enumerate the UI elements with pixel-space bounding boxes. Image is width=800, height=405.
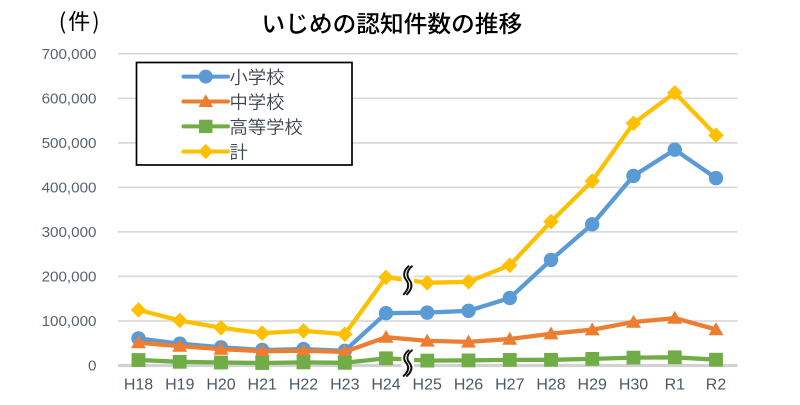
svg-text:700,000: 700,000 xyxy=(42,46,97,63)
svg-text:H18: H18 xyxy=(124,377,153,394)
svg-text:H27: H27 xyxy=(495,377,524,394)
svg-text:H28: H28 xyxy=(536,377,565,394)
svg-text:R1: R1 xyxy=(665,377,686,394)
svg-text:300,000: 300,000 xyxy=(42,224,97,241)
svg-text:H22: H22 xyxy=(289,377,318,394)
svg-text:600,000: 600,000 xyxy=(42,90,97,107)
svg-text:H19: H19 xyxy=(165,377,194,394)
svg-text:R2: R2 xyxy=(706,377,727,394)
svg-text:0: 0 xyxy=(88,358,96,375)
svg-text:H26: H26 xyxy=(454,377,483,394)
svg-text:100,000: 100,000 xyxy=(42,313,97,330)
svg-text:H23: H23 xyxy=(330,377,359,394)
svg-text:H30: H30 xyxy=(619,377,648,394)
svg-text:400,000: 400,000 xyxy=(42,179,97,196)
svg-text:200,000: 200,000 xyxy=(42,268,97,285)
svg-text:H20: H20 xyxy=(206,377,235,394)
svg-text:H21: H21 xyxy=(248,377,277,394)
svg-text:500,000: 500,000 xyxy=(42,135,97,152)
svg-text:H25: H25 xyxy=(413,377,442,394)
svg-text:H24: H24 xyxy=(371,377,400,394)
svg-text:H29: H29 xyxy=(578,377,607,394)
